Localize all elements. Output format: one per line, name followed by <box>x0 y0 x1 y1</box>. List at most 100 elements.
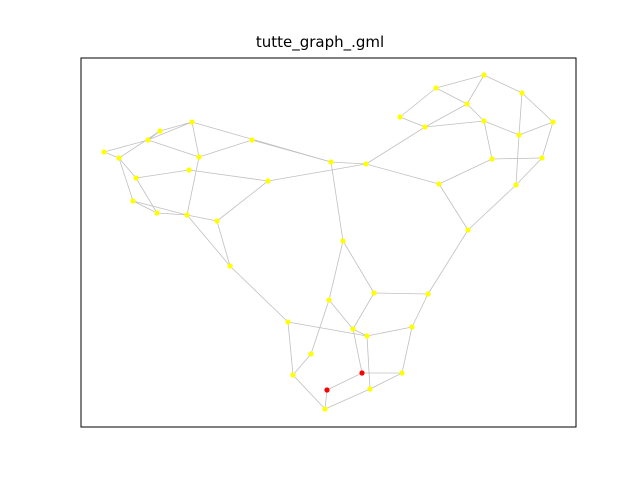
graph-node <box>481 72 487 78</box>
graph-node <box>214 218 220 224</box>
graph-edge <box>483 120 520 136</box>
graph-node <box>116 155 122 161</box>
graph-edge <box>324 388 371 410</box>
graph-node <box>489 156 495 162</box>
graph-edge <box>229 265 289 323</box>
graph-node <box>265 178 271 184</box>
graph-edge <box>435 74 485 89</box>
graph-edge <box>135 169 190 179</box>
graph-edge <box>518 92 523 136</box>
graph-edge <box>132 200 158 214</box>
graph-node <box>157 128 163 134</box>
graph-node <box>154 210 160 216</box>
graph-node <box>189 119 195 125</box>
graph-edge <box>216 220 231 267</box>
graph-edge <box>330 161 344 242</box>
graph-edge <box>483 74 523 94</box>
graph-edge <box>118 157 134 202</box>
graph-node <box>145 137 151 143</box>
graph-node <box>367 386 373 392</box>
graph-edge <box>515 134 520 186</box>
graph-edge <box>541 121 554 159</box>
graph-node <box>328 159 334 165</box>
graph-node <box>464 101 470 107</box>
graph-edge <box>401 326 413 374</box>
graph-edge <box>186 214 231 267</box>
graph-node <box>363 161 369 167</box>
graph-node <box>186 167 192 173</box>
graph-edge <box>435 87 468 105</box>
axes-frame <box>80 57 577 428</box>
graph-edge <box>365 163 440 185</box>
graph-node <box>436 181 442 187</box>
graph-edge <box>188 169 269 182</box>
node-layer <box>101 72 556 412</box>
graph-node <box>364 333 370 339</box>
graph-edge <box>424 120 485 128</box>
graph-node <box>290 372 296 378</box>
graph-edge <box>352 328 368 337</box>
graph-edge <box>198 139 253 158</box>
graph-node <box>227 263 233 269</box>
graph-edge <box>427 229 469 295</box>
graph-node <box>308 351 314 357</box>
graph-edge <box>399 116 426 128</box>
graph-edge <box>483 120 493 160</box>
graph-edge <box>466 103 485 122</box>
graph-edge <box>324 389 328 410</box>
graph-edge <box>159 121 193 132</box>
graph-node <box>425 291 431 297</box>
graph-node <box>184 212 190 218</box>
graph-edge <box>369 372 403 390</box>
graph-edge <box>373 292 429 295</box>
graph-node <box>433 85 439 91</box>
graph-edge <box>103 139 149 153</box>
graph-node <box>399 370 405 376</box>
graph-edge <box>342 240 375 294</box>
graph-edge <box>216 180 269 222</box>
edge-layer <box>103 74 554 410</box>
graph-edge <box>186 156 200 216</box>
graph-node <box>326 297 332 303</box>
graph-node <box>340 238 346 244</box>
graph-edge <box>438 158 493 185</box>
graph-node <box>481 118 487 124</box>
graph-edge <box>156 212 188 216</box>
graph-node <box>249 137 255 143</box>
graph-edge <box>103 151 120 159</box>
graph-edge <box>352 292 375 330</box>
graph-edge <box>518 121 554 136</box>
graph-edge <box>366 326 413 337</box>
graph-node <box>322 406 328 412</box>
graph-node-highlighted <box>359 370 365 376</box>
graph-edge <box>438 183 469 231</box>
graph-edge <box>147 121 193 141</box>
graph-edge <box>118 157 137 179</box>
graph-node <box>465 227 471 233</box>
graph-edge <box>118 130 161 159</box>
graph-edge <box>521 92 554 123</box>
graph-node <box>133 175 139 181</box>
graph-edge <box>292 374 326 410</box>
graph-edge <box>147 139 200 158</box>
graph-node <box>519 90 525 96</box>
graph-edge <box>366 335 371 390</box>
graph-node <box>539 155 545 161</box>
graph-edge <box>326 372 363 391</box>
graph-edge <box>135 177 158 214</box>
graph-edge <box>411 293 429 328</box>
graph-node <box>196 154 202 160</box>
graph-edge <box>330 161 367 165</box>
graph-node-highlighted <box>324 387 330 393</box>
graph-edge <box>186 214 218 222</box>
graph-edge <box>352 328 363 374</box>
graph-node <box>422 124 428 130</box>
graph-edge <box>328 240 344 301</box>
graph-edge <box>287 321 294 376</box>
graph-edge <box>466 74 485 105</box>
graph-node <box>409 324 415 330</box>
graph-edge <box>132 200 188 216</box>
graph-edge <box>515 157 543 186</box>
